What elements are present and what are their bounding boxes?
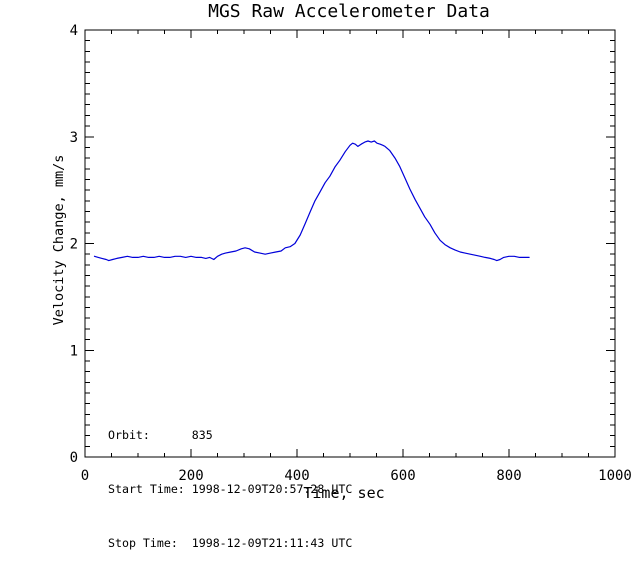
x-axis-label: Time, sec — [303, 484, 384, 502]
x-axis-tick-labels: 0 200 400 600 800 1000 — [81, 468, 632, 484]
x-tick-label: 800 — [496, 468, 521, 484]
y-tick-label: 0 — [70, 450, 78, 466]
axis-ticks — [84, 29, 616, 458]
y-axis-label: Velocity Change, mm/s — [51, 155, 67, 326]
y-tick-label: 1 — [70, 343, 78, 359]
accelerometer-chart: 0 200 400 600 800 1000 0 1 2 3 4 MGS Raw Accelero… — [51, 1, 632, 502]
y-tick-label: 2 — [70, 237, 78, 253]
annotation-start-time: Start Time: 1998-12-09T20:57:28 UTC — [108, 482, 353, 496]
x-tick-label: 1000 — [598, 468, 632, 484]
y-tick-label: 4 — [70, 23, 78, 39]
x-tick-label: 400 — [284, 468, 309, 484]
x-tick-label: 200 — [178, 468, 203, 484]
chart-title: MGS Raw Accelerometer Data — [208, 1, 490, 22]
x-tick-label: 0 — [81, 468, 89, 484]
x-tick-label: 600 — [390, 468, 415, 484]
annotation-stop-time: Stop Time: 1998-12-09T21:11:43 UTC — [108, 536, 353, 550]
chart-container: 0 200 400 600 800 1000 0 1 2 3 4 MGS Raw Accelero… — [51, 1, 632, 550]
annotation-block: Orbit: 835 Start Time: 1998-12-09T20:57:… — [108, 390, 352, 588]
y-axis-tick-labels: 0 1 2 3 4 — [70, 23, 78, 466]
y-tick-label: 3 — [70, 130, 78, 146]
annotation-orbit: Orbit: 835 — [108, 428, 213, 442]
data-series-line — [93, 140, 530, 262]
